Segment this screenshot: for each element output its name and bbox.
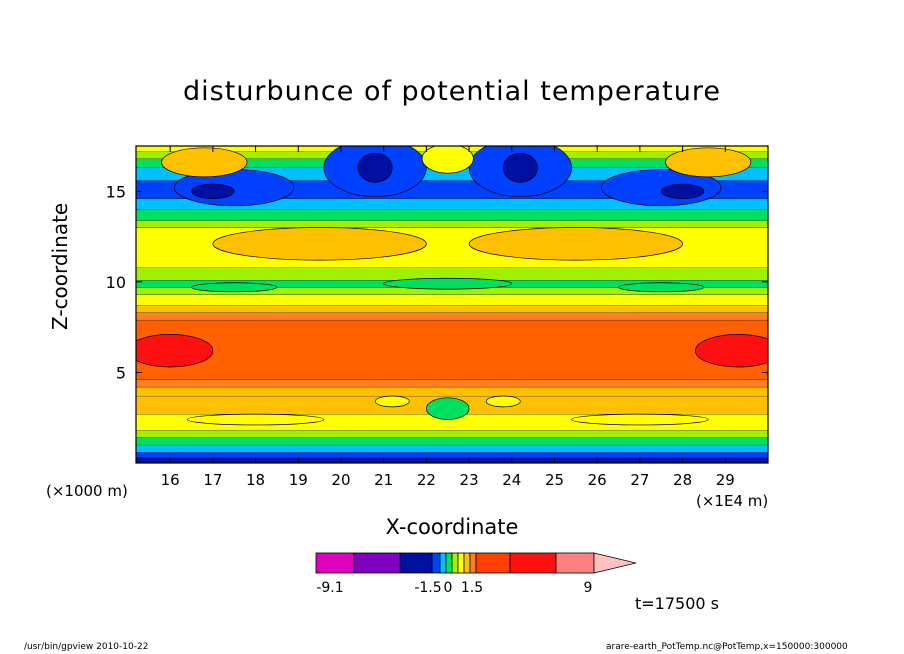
x-tick-label: 27 (630, 471, 649, 489)
contour-region (161, 147, 248, 178)
contour-region (383, 277, 513, 290)
contour-band (136, 180, 768, 199)
x-tick-label: 20 (331, 471, 350, 489)
x-tick-label: 23 (460, 471, 479, 489)
x-tick-label: 21 (374, 471, 393, 489)
contour-region (468, 146, 572, 198)
contour-region (357, 152, 393, 183)
colorbar-segment (399, 552, 433, 574)
colorbar-tick-label: -1.5 (414, 580, 441, 596)
colorbar-arrow (593, 552, 637, 574)
contour-band (136, 386, 768, 396)
colorbar-segment (431, 552, 441, 574)
contour-region (468, 227, 683, 261)
x-axis-label-text: X-coordinate (385, 515, 519, 539)
contour-band (136, 430, 768, 438)
colorbar-segment (509, 552, 557, 574)
contour-band (136, 457, 768, 463)
colorbar-tick-label: -9.1 (316, 580, 343, 596)
colorbar-tick-label: 9 (584, 580, 593, 596)
contour-band (136, 198, 768, 210)
x-tick-label: 25 (545, 471, 564, 489)
contour-region (426, 397, 470, 420)
plot-frame (135, 145, 769, 464)
x-tick-label: 16 (161, 471, 180, 489)
colorbar-segment (445, 552, 453, 574)
contour-region (323, 146, 427, 198)
footer-command: /usr/bin/gpview 2010-10-22 (24, 642, 149, 652)
contour-band (136, 319, 768, 380)
contour-band (136, 379, 768, 387)
contour-band (136, 146, 768, 152)
x-tick-label: 28 (673, 471, 692, 489)
y-tick-label: 5 (116, 363, 126, 382)
x-tick-label: 19 (289, 471, 308, 489)
x-tick-label: 24 (502, 471, 521, 489)
contour-band (136, 209, 768, 221)
contour-band (136, 414, 768, 431)
contour-region (191, 183, 235, 199)
x-tick-label: 18 (246, 471, 265, 489)
contour-band (136, 444, 768, 453)
time-label: t=17500 s (635, 594, 719, 613)
x-tick-label: 22 (417, 471, 436, 489)
contour-region (601, 169, 722, 207)
contour-region (136, 334, 214, 368)
contour-region (571, 413, 709, 426)
contour-region (665, 147, 752, 178)
footer-source: arare-earth_PotTemp.nc@PotTemp,x=150000:… (606, 642, 848, 652)
contour-region (174, 169, 295, 207)
contour-band (136, 220, 768, 228)
contour-band (136, 395, 768, 415)
x-tick-label: 17 (203, 471, 222, 489)
x-tick-label: 26 (588, 471, 607, 489)
x-axis-label: X-coordinate (0, 515, 904, 539)
y-axis-label: Z-coordinate (48, 202, 72, 330)
contour-band (136, 267, 768, 281)
x-tick-label: 29 (716, 471, 735, 489)
contour-region (695, 334, 768, 368)
contour-region (502, 152, 538, 183)
colorbar-segment (315, 552, 355, 574)
contour-band (136, 280, 768, 288)
colorbar-segment (475, 552, 511, 574)
colorbar-segment (463, 552, 471, 574)
contour-band (136, 312, 768, 320)
contour-region (660, 183, 705, 199)
contour-band (136, 305, 768, 313)
colorbar-segment (457, 552, 465, 574)
colorbar-segment (451, 552, 459, 574)
contour-region (421, 146, 474, 174)
contour-band (136, 294, 768, 306)
contour-region (191, 282, 278, 293)
contour-region (485, 395, 521, 408)
x-axis-unit-right: (×1E4 m) (696, 492, 769, 510)
x-axis-unit-left: (×1000 m) (46, 482, 128, 500)
colorbar-segment (353, 552, 401, 574)
contour-band (136, 151, 768, 159)
contour-band (136, 437, 768, 445)
contour-band (136, 287, 768, 295)
colorbar-segment (439, 552, 447, 574)
colorbar-tick-label: 0 (444, 580, 453, 596)
y-tick-label: 10 (106, 273, 126, 292)
contour-region (186, 413, 325, 426)
contour-region (212, 227, 427, 261)
chart-title: disturbunce of potential temperature (183, 76, 721, 107)
contour-region (618, 282, 705, 293)
contour-band (136, 158, 768, 168)
y-tick-label: 15 (106, 182, 126, 201)
colorbar-segment (469, 552, 477, 574)
contour-band (136, 167, 768, 181)
contour-band (136, 227, 768, 268)
contour-region (374, 395, 410, 408)
colorbar-tick-label: 1.5 (461, 580, 483, 596)
contour-band (136, 452, 768, 458)
colorbar-segment (555, 552, 595, 574)
